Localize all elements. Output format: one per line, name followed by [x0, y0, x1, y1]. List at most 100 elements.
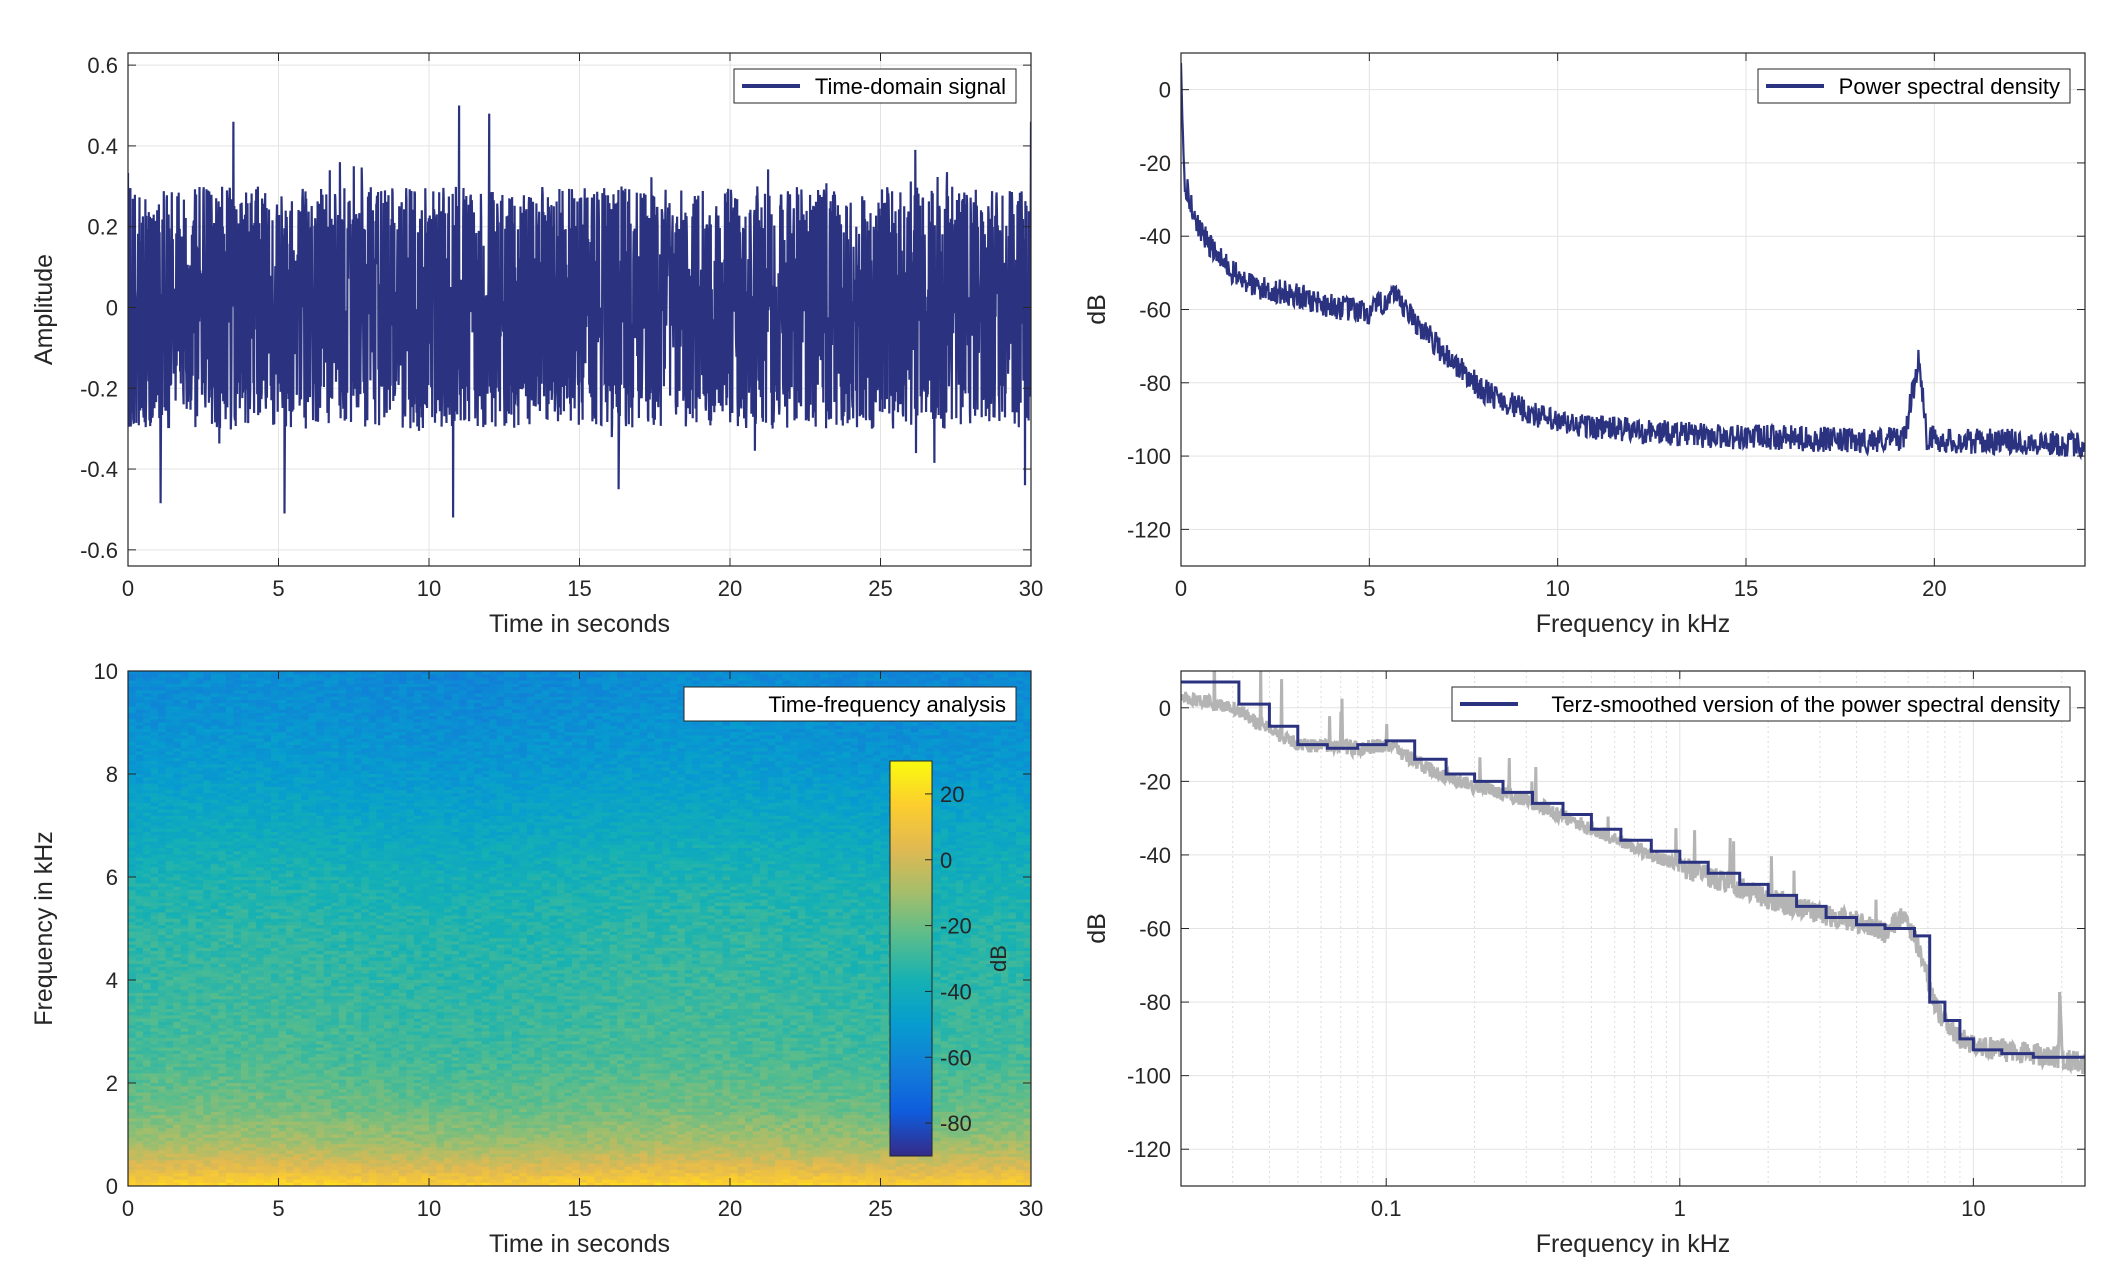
- heatmap-cell: [797, 725, 806, 730]
- heatmap-cell: [248, 735, 257, 740]
- heatmap-cell: [128, 712, 137, 717]
- heatmap-cell: [684, 725, 693, 730]
- heatmap-cell: [150, 722, 159, 727]
- heatmap-cell: [331, 719, 340, 724]
- heatmap-cell: [383, 716, 392, 720]
- heatmap-cell: [353, 693, 362, 698]
- heatmap-cell: [301, 677, 310, 682]
- heatmap-cell: [316, 690, 325, 695]
- heatmap-cell: [722, 674, 731, 679]
- heatmap-cell: [293, 735, 302, 740]
- heatmap-cell: [639, 693, 648, 698]
- heatmap-cell: [556, 703, 566, 708]
- heatmap-cell: [564, 699, 573, 704]
- heatmap-cell: [602, 671, 611, 675]
- heatmap-cell: [459, 716, 468, 720]
- heatmap-cell: [519, 677, 528, 682]
- heatmap-cell: [1023, 706, 1031, 711]
- heatmap-cell: [820, 680, 829, 685]
- heatmap-cell: [316, 722, 325, 727]
- heatmap-cell: [534, 706, 543, 711]
- heatmap-cell: [617, 680, 626, 685]
- heatmap-cell: [421, 674, 430, 679]
- heatmap-cell: [556, 722, 566, 727]
- heatmap-cell: [677, 680, 686, 685]
- heatmap-cell: [474, 735, 483, 740]
- heatmap-cell: [323, 719, 332, 724]
- heatmap-cell: [587, 725, 596, 730]
- heatmap-cell: [233, 716, 242, 720]
- heatmap-cell: [413, 677, 423, 682]
- heatmap-cell: [654, 719, 663, 724]
- heatmap-cell: [888, 683, 897, 688]
- heatmap-cell: [233, 735, 242, 740]
- heatmap-cell: [654, 712, 663, 717]
- heatmap-cell: [451, 674, 460, 679]
- heatmap-cell: [842, 683, 852, 688]
- heatmap-cell: [647, 706, 656, 711]
- heatmap-cell: [135, 706, 144, 711]
- x-axis-label: Frequency in kHz: [1536, 610, 1731, 638]
- heatmap-cell: [293, 719, 302, 724]
- heatmap-cell: [963, 728, 972, 733]
- heatmap-cell: [850, 677, 859, 682]
- heatmap-cell: [180, 677, 189, 682]
- heatmap-cell: [293, 706, 302, 711]
- heatmap-cell: [602, 680, 611, 685]
- heatmap-cell: [797, 680, 806, 685]
- heatmap-cell: [406, 671, 415, 675]
- heatmap-cell: [692, 683, 701, 688]
- heatmap-cell: [436, 716, 445, 720]
- heatmap-cell: [331, 674, 340, 679]
- heatmap-cell: [511, 716, 520, 720]
- heatmap-cell: [346, 728, 355, 733]
- heatmap-cell: [301, 709, 310, 714]
- heatmap-cell: [790, 728, 799, 733]
- heatmap-cell: [301, 703, 310, 708]
- heatmap-cell: [391, 680, 400, 685]
- heatmap-cell: [745, 683, 754, 688]
- heatmap-cell: [278, 719, 287, 724]
- heatmap-cell: [451, 677, 460, 682]
- heatmap-cell: [308, 735, 317, 740]
- heatmap-cell: [594, 703, 603, 708]
- heatmap-cell: [338, 693, 347, 698]
- heatmap-cell: [662, 671, 671, 675]
- heatmap-cell: [782, 671, 791, 675]
- heatmap-cell: [225, 677, 234, 682]
- heatmap-cell: [617, 716, 626, 720]
- heatmap-cell: [459, 671, 468, 675]
- heatmap-cell: [353, 680, 362, 685]
- heatmap-cell: [677, 677, 686, 682]
- heatmap-cell: [602, 677, 611, 682]
- heatmap-cell: [368, 674, 377, 679]
- heatmap-cell: [165, 696, 174, 701]
- heatmap-cell: [511, 677, 520, 682]
- heatmap-cell: [444, 680, 453, 685]
- heatmap-cell: [857, 722, 867, 727]
- heatmap-cell: [195, 732, 204, 736]
- heatmap-cell: [195, 735, 204, 740]
- heatmap-cell: [323, 690, 332, 695]
- heatmap-cell: [1000, 722, 1010, 727]
- heatmap-cell: [820, 732, 829, 736]
- heatmap-cell: [180, 712, 189, 717]
- heatmap-cell: [556, 709, 566, 714]
- heatmap-cell: [805, 725, 814, 730]
- heatmap-cell: [135, 728, 144, 733]
- heatmap-cell: [368, 703, 377, 708]
- heatmap-cell: [564, 732, 573, 736]
- heatmap-cell: [496, 732, 505, 736]
- heatmap-cell: [805, 722, 814, 727]
- heatmap-cell: [639, 687, 648, 691]
- heatmap-cell: [150, 683, 159, 688]
- heatmap-cell: [413, 683, 423, 688]
- heatmap-cell: [1015, 722, 1025, 727]
- heatmap-cell: [481, 716, 490, 720]
- heatmap-cell: [1015, 690, 1025, 695]
- heatmap-cell: [255, 674, 265, 679]
- heatmap-cell: [639, 716, 648, 720]
- heatmap-cell: [910, 671, 919, 675]
- heatmap-cell: [188, 696, 197, 701]
- heatmap-cell: [353, 677, 362, 682]
